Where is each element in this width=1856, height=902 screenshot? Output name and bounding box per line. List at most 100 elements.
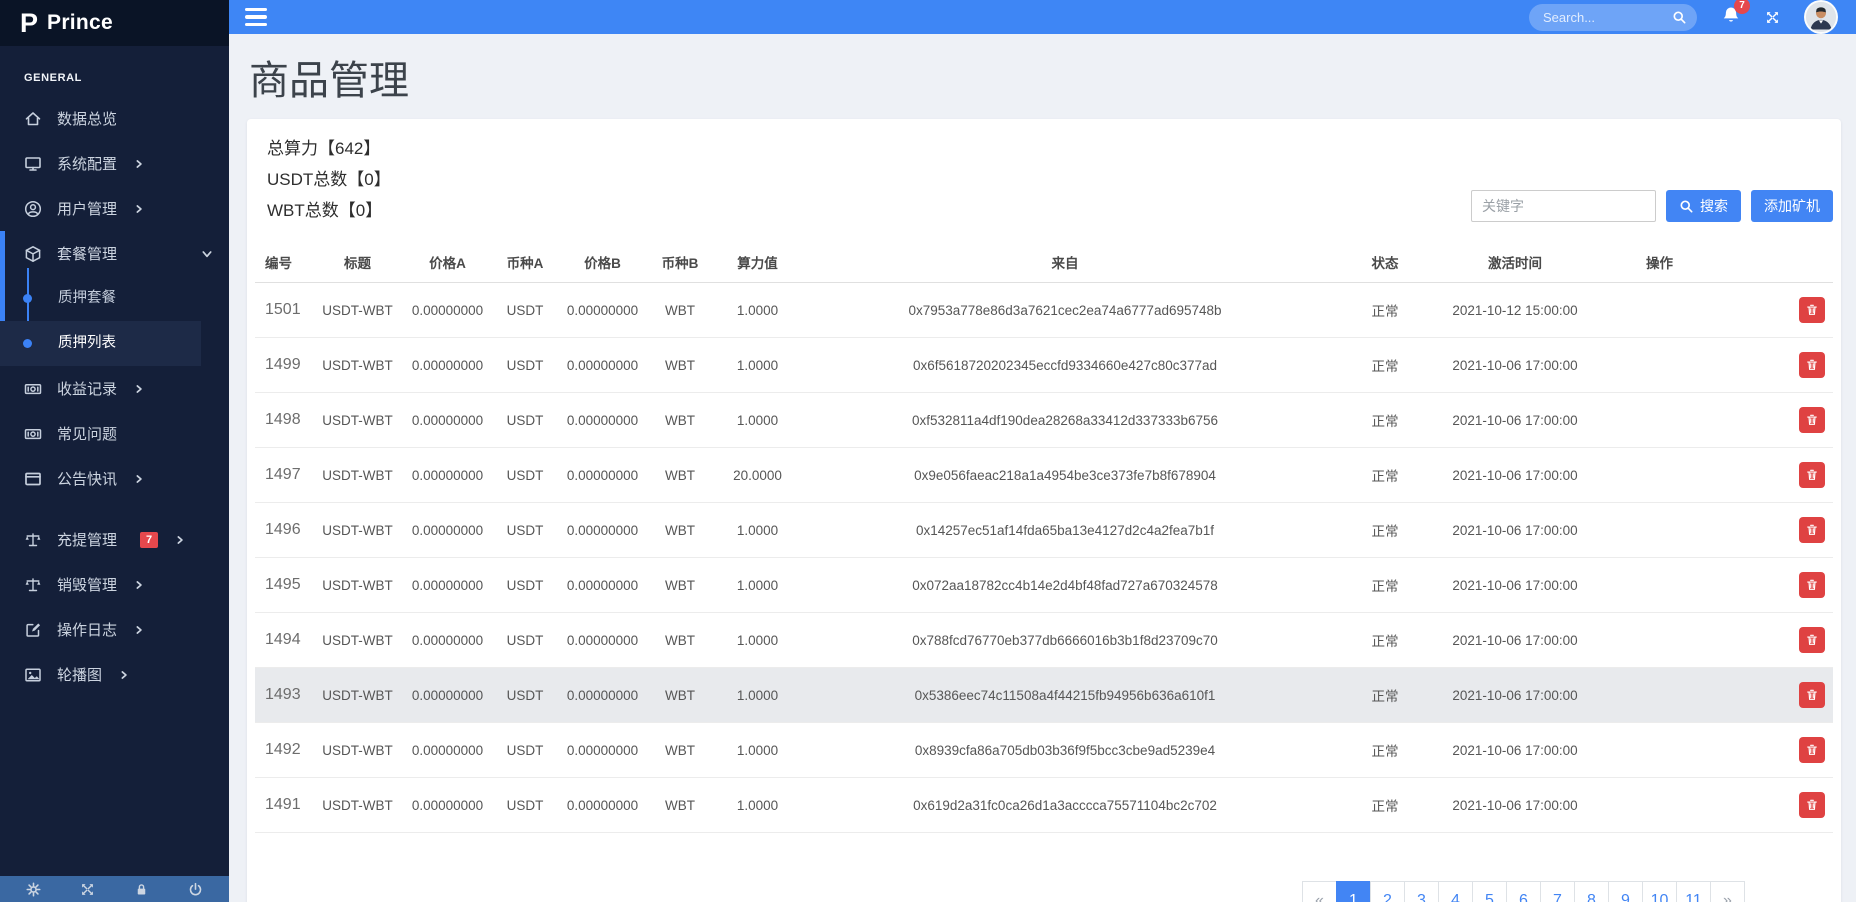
cell-coinB: WBT	[645, 337, 715, 393]
cell-coinB: WBT	[645, 447, 715, 503]
cell-status: 正常	[1330, 392, 1440, 448]
card-top: 总算力【642】 USDT总数【0】 WBT总数【0】 搜索 添加矿机	[255, 129, 1833, 226]
cell-from: 0x072aa18782cc4b14e2d4bf48fad727a6703245…	[800, 557, 1330, 613]
pagination-page-10[interactable]: 10	[1642, 881, 1677, 902]
user-icon	[24, 200, 42, 218]
cell-time: 2021-10-06 17:00:00	[1440, 667, 1590, 723]
fullscreen-icon[interactable]	[1765, 10, 1780, 25]
sidebar-item-income-records[interactable]: 收益记录	[0, 366, 229, 411]
notifications-button[interactable]: 7	[1721, 0, 1750, 30]
cell-action	[1590, 612, 1833, 668]
money-icon	[24, 425, 42, 443]
sidebar-item-package-mgmt[interactable]: 套餐管理	[0, 231, 229, 276]
cell-id: 1501	[255, 282, 310, 338]
sidebar-item-dashboard[interactable]: 数据总览	[0, 96, 229, 141]
gear-icon[interactable]	[26, 881, 41, 897]
delete-button[interactable]	[1799, 737, 1825, 763]
pagination-next[interactable]: »	[1710, 881, 1745, 902]
sidebar-item-system-config[interactable]: 系统配置	[0, 141, 229, 186]
menu-toggle-icon[interactable]	[245, 7, 267, 27]
sidebar-item-pledge-package[interactable]: 质押套餐	[0, 276, 229, 321]
cell-title: USDT-WBT	[310, 392, 405, 448]
delete-button[interactable]	[1799, 682, 1825, 708]
table-row: 1501 USDT-WBT 0.00000000 USDT 0.00000000 WBT 1…	[255, 282, 1833, 338]
lock-icon[interactable]	[134, 882, 149, 897]
sidebar-item-pledge-list[interactable]: 质押列表	[0, 321, 201, 366]
toolbar: 搜索 添加矿机	[1471, 190, 1833, 222]
delete-button[interactable]	[1799, 572, 1825, 598]
cell-power: 1.0000	[715, 722, 800, 778]
pagination-page-4[interactable]: 4	[1438, 881, 1473, 902]
delete-button[interactable]	[1799, 462, 1825, 488]
pagination-page-6[interactable]: 6	[1506, 881, 1541, 902]
sidebar-item-destroy-mgmt[interactable]: 销毁管理	[0, 562, 229, 607]
brand-logo[interactable]: P Prince	[0, 0, 229, 46]
expand-icon[interactable]	[80, 882, 95, 897]
table-row: 1499 USDT-WBT 0.00000000 USDT 0.00000000 WBT 1…	[255, 337, 1833, 393]
sidebar-item-label: 套餐管理	[57, 246, 118, 263]
delete-button[interactable]	[1799, 297, 1825, 323]
window-icon	[24, 470, 42, 488]
cell-power: 1.0000	[715, 502, 800, 558]
trash-icon	[1805, 578, 1819, 592]
trash-icon	[1805, 633, 1819, 647]
pagination-page-3[interactable]: 3	[1404, 881, 1439, 902]
trash-icon	[1805, 688, 1819, 702]
cell-coinB: WBT	[645, 777, 715, 833]
cell-power: 1.0000	[715, 337, 800, 393]
cell-title: USDT-WBT	[310, 722, 405, 778]
delete-button[interactable]	[1799, 792, 1825, 818]
avatar[interactable]	[1804, 0, 1838, 34]
cell-coinB: WBT	[645, 667, 715, 723]
cell-title: USDT-WBT	[310, 447, 405, 503]
column-header-action: 操作	[1590, 242, 1833, 283]
cell-coinA: USDT	[490, 612, 560, 668]
delete-button[interactable]	[1799, 627, 1825, 653]
cell-coinA: USDT	[490, 777, 560, 833]
delete-button[interactable]	[1799, 407, 1825, 433]
pagination-page-11[interactable]: 11	[1676, 881, 1711, 902]
cell-coinB: WBT	[645, 557, 715, 613]
pagination-prev[interactable]: «	[1302, 881, 1337, 902]
sidebar-item-deposit-withdraw[interactable]: 充提管理 7	[0, 517, 229, 562]
search-button[interactable]: 搜索	[1666, 190, 1741, 222]
cell-power: 1.0000	[715, 392, 800, 448]
sidebar-item-announcements[interactable]: 公告快讯	[0, 456, 229, 501]
cell-action	[1590, 667, 1833, 723]
pagination-page-5[interactable]: 5	[1472, 881, 1507, 902]
cell-action	[1590, 282, 1833, 338]
pagination-page-8[interactable]: 8	[1574, 881, 1609, 902]
cell-priceA: 0.00000000	[405, 447, 490, 503]
cell-title: USDT-WBT	[310, 282, 405, 338]
brand-name: Prince	[47, 11, 114, 34]
keyword-input[interactable]	[1471, 190, 1656, 222]
chevron-right-icon	[134, 474, 144, 484]
table-row: 1497 USDT-WBT 0.00000000 USDT 0.00000000 WBT 2…	[255, 447, 1833, 503]
cell-from: 0x8939cfa86a705db03b36f9f5bcc3cbe9ad5239…	[800, 722, 1330, 778]
pagination-page-1[interactable]: 1	[1336, 881, 1371, 902]
topbar-search	[1529, 3, 1697, 31]
sidebar-item-label: 系统配置	[57, 156, 118, 173]
cell-time: 2021-10-06 17:00:00	[1440, 337, 1590, 393]
power-icon[interactable]	[188, 882, 203, 897]
search-input[interactable]	[1543, 9, 1672, 25]
cell-title: USDT-WBT	[310, 667, 405, 723]
cell-time: 2021-10-06 17:00:00	[1440, 612, 1590, 668]
sidebar-item-carousel[interactable]: 轮播图	[0, 652, 229, 697]
cell-time: 2021-10-06 17:00:00	[1440, 392, 1590, 448]
cell-from: 0x14257ec51af14fda65ba13e4127d2c4a2fea7b…	[800, 502, 1330, 558]
column-header-priceB: 价格B	[560, 242, 645, 283]
sidebar-item-user-mgmt[interactable]: 用户管理	[0, 186, 229, 231]
sidebar-item-faq[interactable]: 常见问题	[0, 411, 229, 456]
search-button-label: 搜索	[1700, 198, 1728, 214]
search-icon[interactable]	[1672, 10, 1687, 25]
pagination-page-9[interactable]: 9	[1608, 881, 1643, 902]
add-miner-button[interactable]: 添加矿机	[1751, 190, 1833, 222]
scales-icon	[24, 531, 42, 549]
sidebar-item-operation-logs[interactable]: 操作日志	[0, 607, 229, 652]
pagination-page-2[interactable]: 2	[1370, 881, 1405, 902]
delete-button[interactable]	[1799, 517, 1825, 543]
pagination-page-7[interactable]: 7	[1540, 881, 1575, 902]
cell-title: USDT-WBT	[310, 612, 405, 668]
delete-button[interactable]	[1799, 352, 1825, 378]
